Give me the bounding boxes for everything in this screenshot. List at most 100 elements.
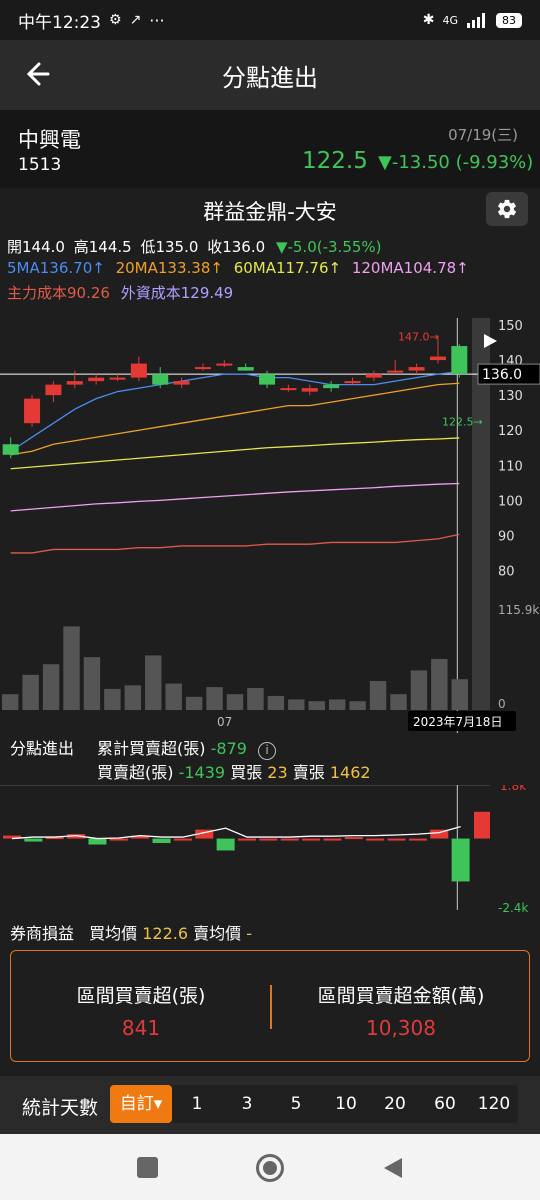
days-label: 統計天數 bbox=[22, 1097, 99, 1119]
ohlc-row: 開144.0 高144.5 低135.0 收136.0 ▼-5.0(-3.55%… bbox=[7, 236, 382, 257]
status-bar: 中午12:23 ⚙ ↗ ··· ✱ 4G 83 bbox=[0, 0, 540, 40]
days-option-120[interactable]: 120 bbox=[477, 1094, 511, 1114]
flow-bar bbox=[280, 838, 299, 841]
ma-line-120MA bbox=[10, 482, 460, 512]
candle-body bbox=[173, 381, 190, 385]
x-axis-label: 07 bbox=[217, 715, 232, 729]
current-price-label: 136.0 bbox=[482, 367, 522, 383]
candle-body bbox=[130, 363, 147, 378]
sell-value: 1462 bbox=[329, 763, 371, 782]
back-arrow-icon[interactable] bbox=[22, 56, 58, 92]
broker-name[interactable]: 群益金鼎-大安 bbox=[203, 200, 337, 224]
net-value: -1439 bbox=[178, 763, 226, 782]
home-button[interactable] bbox=[256, 1154, 284, 1182]
candle-body bbox=[451, 346, 468, 375]
high-marker: 147.0→ bbox=[398, 331, 439, 344]
flow-bottom-label: -2.4k bbox=[498, 901, 528, 915]
volume-bar bbox=[288, 699, 305, 710]
ma-line-5MA bbox=[10, 371, 460, 452]
broker-flow-chart[interactable]: 1.8k -2.4k bbox=[0, 785, 540, 915]
ma-row: 5MA136.70↑ 20MA133.38↑ 60MA117.76↑ 120MA… bbox=[7, 259, 469, 277]
cursor-date-tag bbox=[408, 711, 516, 731]
system-nav-bar bbox=[0, 1134, 540, 1200]
days-option-10[interactable]: 10 bbox=[335, 1094, 357, 1114]
broker-stats-title: 分點進出 bbox=[10, 739, 75, 758]
flow-bar bbox=[408, 838, 427, 841]
recents-button[interactable] bbox=[137, 1157, 158, 1178]
volume-bar bbox=[247, 687, 264, 710]
candle-body bbox=[387, 370, 404, 373]
stock-header: 中興電 1513 07/19(三) 122.5 ▼-13.50 (-9.93%) bbox=[0, 110, 540, 188]
flow-bar bbox=[474, 811, 490, 839]
days-option-1[interactable]: 1 bbox=[191, 1094, 203, 1114]
flow-bar bbox=[152, 838, 171, 844]
cumulative-value: -879 bbox=[210, 739, 247, 758]
flow-bar bbox=[24, 838, 43, 842]
buy-avg-value: 122.6 bbox=[142, 924, 189, 943]
open-value: 開144.0 bbox=[7, 238, 65, 256]
days-option-custom[interactable]: 自訂▾ bbox=[110, 1085, 172, 1123]
ma20-value: 20MA133.38↑ bbox=[115, 259, 223, 277]
current-price-tag bbox=[477, 363, 540, 385]
price-chart[interactable]: 1501401301201101009080136.0147.0→122.5→1… bbox=[0, 318, 540, 733]
chart-scroll-track bbox=[472, 318, 490, 710]
volume-bar bbox=[165, 683, 182, 710]
price-tick-label: 110 bbox=[498, 459, 523, 474]
flow-top-label: 1.8k bbox=[500, 785, 526, 793]
days-option-20[interactable]: 20 bbox=[384, 1094, 406, 1114]
volume-bar bbox=[22, 674, 39, 710]
flow-bar bbox=[302, 838, 321, 841]
candle-body bbox=[194, 367, 211, 370]
volume-bar bbox=[2, 694, 19, 710]
net-qty-col: 區間買賣超(張) 841 bbox=[11, 951, 271, 1063]
ma-line-主力成本 bbox=[10, 533, 460, 554]
flow-bar bbox=[259, 838, 278, 841]
price-tick-label: 100 bbox=[498, 494, 523, 509]
price-tick-label: 80 bbox=[498, 564, 515, 579]
days-option-5[interactable]: 5 bbox=[290, 1094, 302, 1114]
flow-bar bbox=[88, 838, 107, 845]
summary-divider bbox=[270, 985, 272, 1029]
volume-bar bbox=[226, 694, 244, 710]
change-value: ▼-5.0(-3.55%) bbox=[275, 238, 382, 256]
volume-zero-label: 0 bbox=[498, 697, 506, 711]
trend-icon: ↗ bbox=[129, 12, 142, 28]
flow-bar bbox=[451, 838, 470, 882]
cumulative-row: 累計買賣超(張) -879 i bbox=[97, 735, 276, 760]
volume-bar bbox=[410, 670, 428, 710]
candle-body bbox=[237, 367, 254, 371]
info-icon[interactable]: i bbox=[258, 742, 276, 760]
price-tick-label: 120 bbox=[498, 424, 523, 439]
candle-body bbox=[152, 374, 169, 385]
more-notifications-icon: ··· bbox=[149, 10, 165, 30]
volume-bar bbox=[451, 679, 468, 710]
cost-row: 主力成本90.26 外資成本129.49 bbox=[7, 282, 233, 303]
network-type: 4G bbox=[442, 13, 458, 27]
days-option-3[interactable]: 3 bbox=[241, 1094, 253, 1114]
net-label: 買賣超(張) bbox=[97, 763, 174, 782]
low-marker: 122.5→ bbox=[442, 415, 483, 428]
days-option-60[interactable]: 60 bbox=[434, 1094, 456, 1114]
broker-row: 群益金鼎-大安 bbox=[0, 188, 540, 232]
flow-bar bbox=[131, 835, 150, 839]
stock-code: 1513 bbox=[18, 155, 62, 175]
flow-bar bbox=[67, 834, 86, 839]
volume-bar bbox=[267, 695, 285, 710]
app-notification-icon: ⚙ bbox=[109, 12, 122, 28]
settings-button[interactable] bbox=[486, 192, 528, 226]
close-value: 收136.0 bbox=[207, 238, 266, 256]
pnl-title: 券商損益 bbox=[10, 924, 75, 943]
volume-bar bbox=[308, 701, 325, 710]
cumulative-line bbox=[11, 826, 461, 840]
candle-body bbox=[344, 381, 361, 384]
flow-bar bbox=[173, 838, 192, 841]
candle-body bbox=[259, 374, 276, 385]
cursor-date-label: 2023年7月18日 bbox=[413, 715, 502, 729]
ma5-value: 5MA136.70↑ bbox=[7, 259, 105, 277]
volume-bar bbox=[63, 626, 80, 710]
flow-bar bbox=[323, 838, 342, 841]
back-button[interactable] bbox=[382, 1156, 404, 1180]
flow-bar bbox=[238, 838, 256, 841]
price-tick-label: 90 bbox=[498, 529, 515, 544]
candle-body bbox=[88, 377, 105, 382]
